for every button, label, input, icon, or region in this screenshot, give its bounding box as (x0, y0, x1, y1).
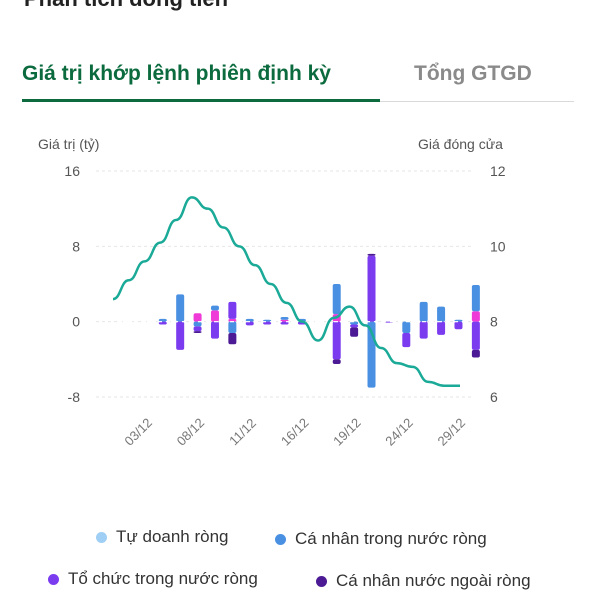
section-heading: Phân tích dòng tiền (24, 0, 228, 12)
x-tick-label: 24/12 (382, 415, 416, 449)
x-tick-label: 29/12 (434, 415, 468, 449)
bar-segment (228, 318, 237, 322)
x-tick-label: 03/12 (121, 415, 155, 449)
x-tick-label: 08/12 (174, 415, 208, 449)
bar-segment (402, 332, 411, 348)
bar-segment (210, 321, 219, 339)
bar-segment (367, 255, 376, 322)
x-tick-label: 11/12 (226, 415, 259, 448)
bar-segment (210, 305, 219, 311)
bar-segment (228, 321, 237, 333)
legend-label: Tự doanh ròng (116, 527, 229, 546)
bar-segment (350, 327, 359, 337)
x-tick-label: 16/12 (278, 415, 312, 449)
bar-segment (176, 294, 185, 322)
legend-item-tu-doanh[interactable]: Tự doanh ròng (96, 527, 229, 547)
price-line (112, 196, 460, 387)
left-axis-title: Giá trị (tỷ) (38, 136, 100, 152)
legend-label: Cá nhân nước ngoài ròng (336, 571, 531, 590)
legend-dot-icon (96, 531, 107, 543)
active-tab-indicator (22, 99, 380, 102)
bar-segment (228, 301, 237, 319)
y-tick-label: 0 (72, 314, 80, 330)
bar-segment (471, 349, 480, 358)
legend-item-ca-nhan-trong-nuoc[interactable]: Cá nhân trong nước ròng (275, 529, 487, 549)
bar-segment (471, 311, 480, 322)
bar-segment (471, 321, 480, 350)
bar-segment (263, 321, 272, 325)
bar-segment (245, 318, 254, 322)
bar-segment (193, 313, 202, 322)
bar-segment (280, 316, 289, 320)
right-axis-title: Giá đóng cửa (418, 136, 503, 152)
legend-dot-icon (48, 573, 59, 585)
bar-segment (350, 321, 359, 325)
legend-label: Cá nhân trong nước ròng (295, 529, 487, 548)
bar-segment (419, 301, 428, 322)
bar-segment (210, 310, 219, 322)
legend-item-ca-nhan-nuoc-ngoai[interactable]: Cá nhân nước ngoài ròng (316, 571, 531, 591)
legend-item-to-chuc-trong-nuoc[interactable]: Tổ chức trong nước ròng (48, 569, 258, 589)
legend-label: Tổ chức trong nước ròng (68, 569, 258, 588)
y2-tick-label: 12 (490, 163, 506, 179)
bar-segment (193, 321, 202, 327)
bar-segment (332, 359, 341, 365)
y-tick-label: 8 (72, 238, 80, 254)
bar-segment (176, 321, 185, 350)
bar-segment (437, 306, 446, 322)
bar-segment (454, 321, 463, 330)
y2-tick-label: 6 (490, 389, 498, 405)
y-tick-label: 16 (64, 163, 80, 179)
y2-tick-label: 8 (490, 314, 498, 330)
x-tick-label: 19/12 (330, 415, 364, 449)
bar-segment (193, 326, 202, 332)
legend-dot-icon (316, 575, 327, 587)
bar-segment (228, 332, 237, 345)
tab-matched-value[interactable]: Giá trị khớp lệnh phiên định kỳ (22, 62, 331, 85)
y2-tick-label: 10 (490, 238, 506, 254)
bar-segment (437, 321, 446, 335)
bar-segment (158, 318, 167, 322)
bar-segment (332, 321, 341, 360)
bar-segment (471, 284, 480, 312)
legend-dot-icon (275, 533, 286, 545)
bar-segment (245, 321, 254, 326)
bar-segment (280, 321, 289, 325)
bar-segment (419, 321, 428, 339)
bar-segment (193, 331, 202, 333)
tab-total-trading-value[interactable]: Tổng GTGD (414, 62, 532, 85)
bar-segment (367, 253, 376, 256)
bar-segment (332, 284, 341, 315)
y-tick-label: -8 (68, 389, 81, 405)
bar-segment (350, 324, 359, 328)
bar-segment (158, 321, 167, 325)
bar-segment (402, 321, 411, 333)
fund-flow-chart: -8 0 8 16 6 8 10 12 03/12 08/12 11/12 16/12 19/12 24/… (64, 163, 506, 449)
